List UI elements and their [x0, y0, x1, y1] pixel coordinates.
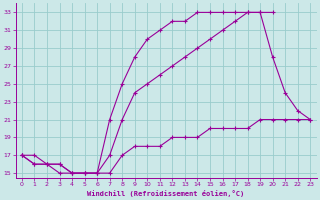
- X-axis label: Windchill (Refroidissement éolien,°C): Windchill (Refroidissement éolien,°C): [87, 190, 245, 197]
